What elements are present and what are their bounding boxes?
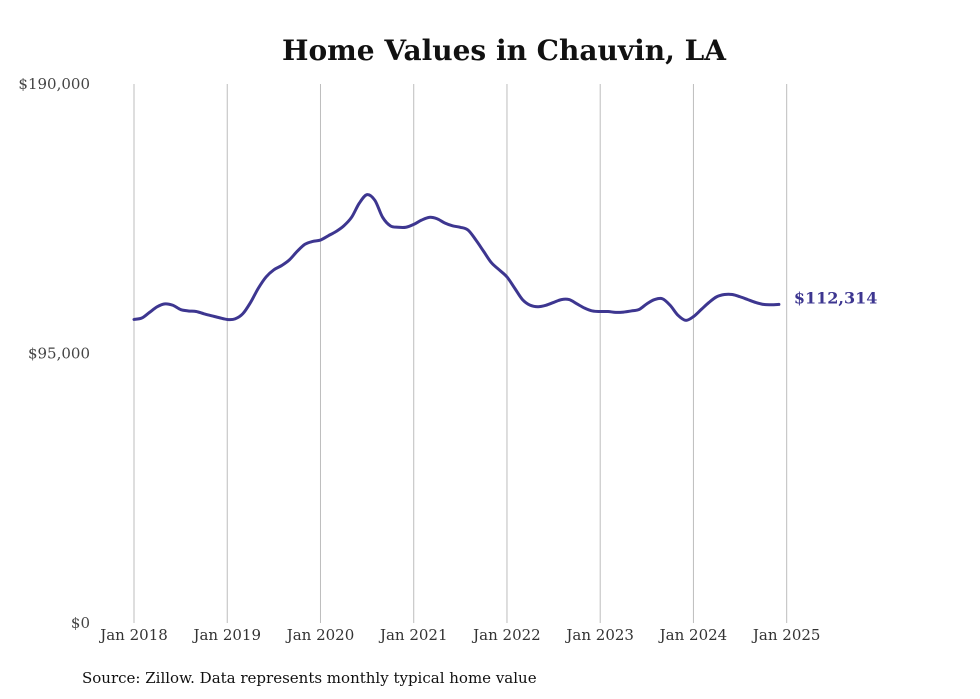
x-tick-label: Jan 2020	[285, 626, 355, 644]
y-tick-label: $0	[71, 614, 90, 632]
y-axis: $0 $95,000 $190,000	[18, 75, 90, 632]
chart-title: Home Values in Chauvin, LA	[282, 34, 727, 67]
x-tick-label: Jan 2021	[378, 626, 448, 644]
series-line	[132, 193, 781, 322]
x-tick-label: Jan 2025	[751, 626, 821, 644]
x-tick-label: Jan 2018	[98, 626, 168, 644]
x-tick-label: Jan 2024	[658, 626, 728, 644]
x-tick-label: Jan 2019	[191, 626, 261, 644]
source-note: Source: Zillow. Data represents monthly …	[82, 669, 537, 687]
y-tick-label: $190,000	[18, 75, 90, 93]
x-tick-label: Jan 2022	[471, 626, 541, 644]
series	[132, 193, 781, 322]
gridlines	[133, 84, 788, 623]
x-tick-label: Jan 2023	[564, 626, 634, 644]
x-axis: Jan 2018 Jan 2019 Jan 2020 Jan 2021 Jan 2022…	[98, 626, 820, 644]
y-tick-label: $95,000	[28, 345, 90, 363]
end-value-label: $112,314	[794, 288, 878, 307]
